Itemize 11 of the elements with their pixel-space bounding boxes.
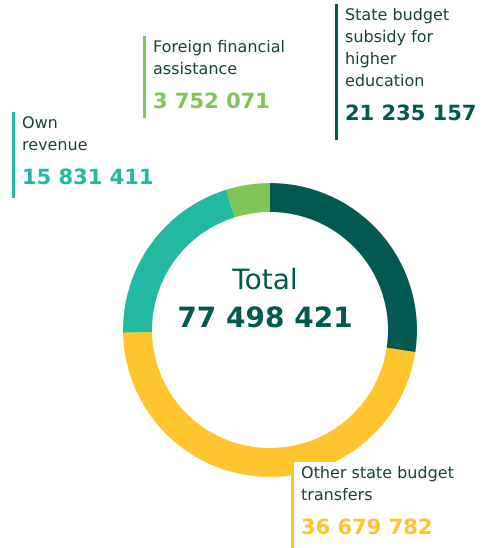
- data-label: 15 831 411: [22, 165, 154, 189]
- text: Total: [231, 262, 299, 298]
- data-label: 21 235 157: [345, 101, 477, 125]
- slice-label: Foreign financial assistance: [153, 36, 285, 80]
- data-label: 3 752 071: [153, 89, 271, 113]
- donut-slice: [226, 183, 270, 218]
- slice-label: State budget subsidy for higher education: [345, 4, 450, 92]
- slice-label: Other state budget transfers: [301, 462, 454, 506]
- slice-label: Own revenue: [22, 112, 89, 156]
- text: 77 498 421: [176, 300, 354, 336]
- data-label: 36 679 782: [301, 515, 434, 539]
